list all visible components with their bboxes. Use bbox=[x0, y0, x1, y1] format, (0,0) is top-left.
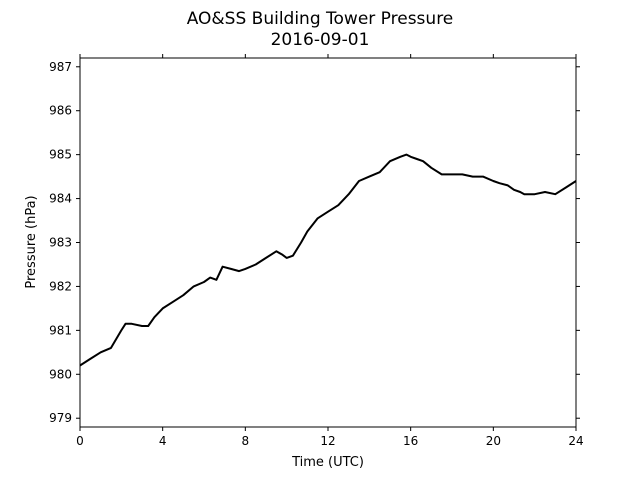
x-tick-label: 20 bbox=[486, 434, 501, 448]
y-tick-label: 985 bbox=[49, 148, 72, 162]
y-tick-label: 986 bbox=[49, 104, 72, 118]
pressure-series-line bbox=[79, 153, 577, 367]
chart-title: AO&SS Building Tower Pressure bbox=[187, 9, 454, 29]
y-tick-label: 979 bbox=[49, 411, 72, 425]
chart-subtitle: 2016-09-01 bbox=[271, 30, 370, 50]
x-tick-label: 0 bbox=[76, 434, 84, 448]
plot-frame bbox=[79, 57, 577, 428]
y-tick-label: 982 bbox=[49, 279, 72, 293]
y-tick-label: 983 bbox=[49, 236, 72, 250]
plot-area: 0 4 8 12 16 20 24 979 980 981 982 983 984 985 986 987 bbox=[49, 54, 584, 448]
x-tick-label: 16 bbox=[403, 434, 418, 448]
x-tick-label: 12 bbox=[320, 434, 335, 448]
x-tick-label: 8 bbox=[242, 434, 250, 448]
x-axis-label: Time (UTC) bbox=[291, 455, 364, 470]
x-tick-label: 4 bbox=[159, 434, 167, 448]
y-axis-label: Pressure (hPa) bbox=[24, 195, 39, 288]
y-tick-label: 984 bbox=[49, 192, 72, 206]
y-tick-label: 980 bbox=[49, 367, 72, 381]
y-tick-label: 981 bbox=[49, 323, 72, 337]
y-tick-label: 987 bbox=[49, 60, 72, 74]
x-tick-label: 24 bbox=[568, 434, 583, 448]
